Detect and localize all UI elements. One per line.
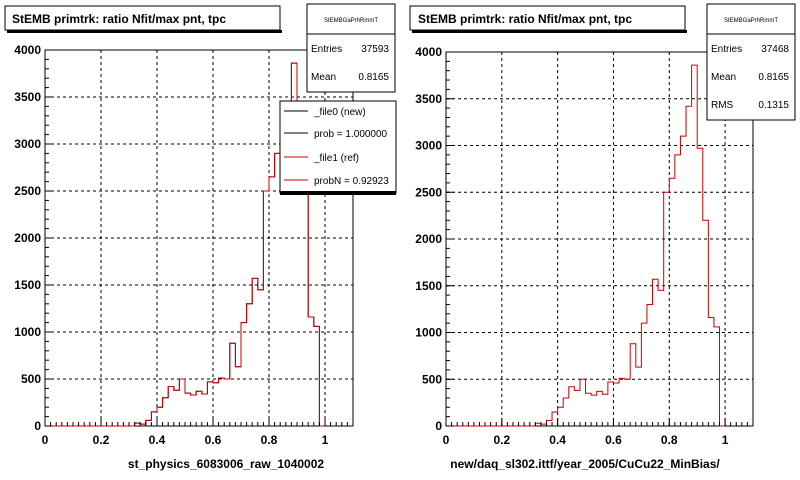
left-stats-box <box>306 3 396 93</box>
right-y-tick-label-4: 2000 <box>415 232 442 246</box>
right-title-box <box>409 5 686 31</box>
right-x-tick-label-3: 0.6 <box>605 433 622 447</box>
left-stats-mean-value: 0.8165 <box>358 72 389 83</box>
left-stats-entries-value: 37593 <box>361 44 389 55</box>
left-x-tick-label-4: 0.8 <box>261 433 278 447</box>
legend-box <box>279 100 397 194</box>
right-title-shadow <box>412 30 687 33</box>
right-plot-frame <box>445 51 754 427</box>
legend-entry-prob: prob = 1.000000 <box>314 129 388 140</box>
left-chart-title: StEMB primtrk: ratio Nfit/max pnt, tpc <box>12 12 226 26</box>
legend-entry-ref: _file1 (ref) <box>313 153 359 164</box>
right-axes: 0 0.2 0.4 0.6 0.8 1 0 500 1000 1500 2000 2500 3000 35… <box>415 45 748 447</box>
right-x-tick-label-0: 0 <box>443 433 450 447</box>
left-axes: 0 0.2 0.4 0.6 0.8 1 0 500 1000 1500 2000 2500 3000 35… <box>14 43 348 447</box>
left-panel: 0 0.2 0.4 0.6 0.8 1 0 500 1000 1500 2000 2500 3000 35… <box>4 3 397 471</box>
right-y-tick-label-2: 1000 <box>415 326 442 340</box>
right-y-tick-label-8: 4000 <box>415 45 442 59</box>
right-x-axis-label: new/daq_sl302.ittf/year_2005/CuCu22_MinB… <box>450 457 720 471</box>
left-x-tick-label-5: 1 <box>322 433 329 447</box>
right-y-tick-label-1: 500 <box>422 372 442 386</box>
left-y-tick-label-7: 3500 <box>14 90 41 104</box>
left-y-tick-label-1: 500 <box>21 372 41 386</box>
left-stats-mean-label: Mean <box>311 72 336 83</box>
right-panel: 0 0.2 0.4 0.6 0.8 1 0 500 1000 1500 2000 2500 3000 35… <box>409 3 796 471</box>
left-x-tick-label-0: 0 <box>42 433 49 447</box>
left-stats-name: StEMBGaPrhRmmT <box>324 18 378 24</box>
right-y-tick-label-6: 3000 <box>415 139 442 153</box>
left-title-box <box>4 5 281 31</box>
left-x-tick-label-2: 0.4 <box>149 433 166 447</box>
left-y-tick-label-0: 0 <box>34 419 41 433</box>
right-stats-rms-value: 0.1315 <box>758 100 789 111</box>
right-stats-rms-label: RMS <box>711 100 734 111</box>
right-stats-entries-label: Entries <box>711 44 742 55</box>
right-y-tick-label-5: 2500 <box>415 185 442 199</box>
right-x-tick-label-4: 0.8 <box>661 433 678 447</box>
left-stats-entries-label: Entries <box>311 44 342 55</box>
right-y-tick-label-7: 3500 <box>415 92 442 106</box>
left-y-tick-label-5: 2500 <box>14 184 41 198</box>
left-y-tick-label-2: 1000 <box>14 325 41 339</box>
right-stats-mean-value: 0.8165 <box>758 72 789 83</box>
right-y-tick-label-0: 0 <box>435 419 442 433</box>
legend-entry-probn: probN = 0.92923 <box>314 176 389 187</box>
left-x-axis-label: st_physics_6083006_raw_1040002 <box>128 457 324 471</box>
right-stats-entries-value: 37468 <box>761 44 789 55</box>
left-y-tick-label-4: 2000 <box>14 231 41 245</box>
right-stats-box <box>706 3 796 121</box>
left-x-tick-label-3: 0.6 <box>205 433 222 447</box>
legend-entry-new: _file0 (new) <box>313 107 366 118</box>
left-title-shadow <box>7 30 282 33</box>
left-y-tick-label-6: 3000 <box>14 137 41 151</box>
right-x-tick-label-2: 0.4 <box>549 433 566 447</box>
right-chart-title: StEMB primtrk: ratio Nfit/max pnt, tpc <box>418 12 632 26</box>
left-x-tick-label-1: 0.2 <box>93 433 110 447</box>
right-x-tick-label-1: 0.2 <box>493 433 510 447</box>
right-x-tick-label-5: 1 <box>722 433 729 447</box>
right-stats-name: StEMBGaPrhRmmT <box>724 18 778 24</box>
left-y-tick-label-3: 1500 <box>14 278 41 292</box>
legend-shadow <box>280 191 396 195</box>
right-stats-mean-label: Mean <box>711 72 736 83</box>
left-y-tick-label-8: 4000 <box>14 43 41 57</box>
right-y-tick-label-3: 1500 <box>415 279 442 293</box>
